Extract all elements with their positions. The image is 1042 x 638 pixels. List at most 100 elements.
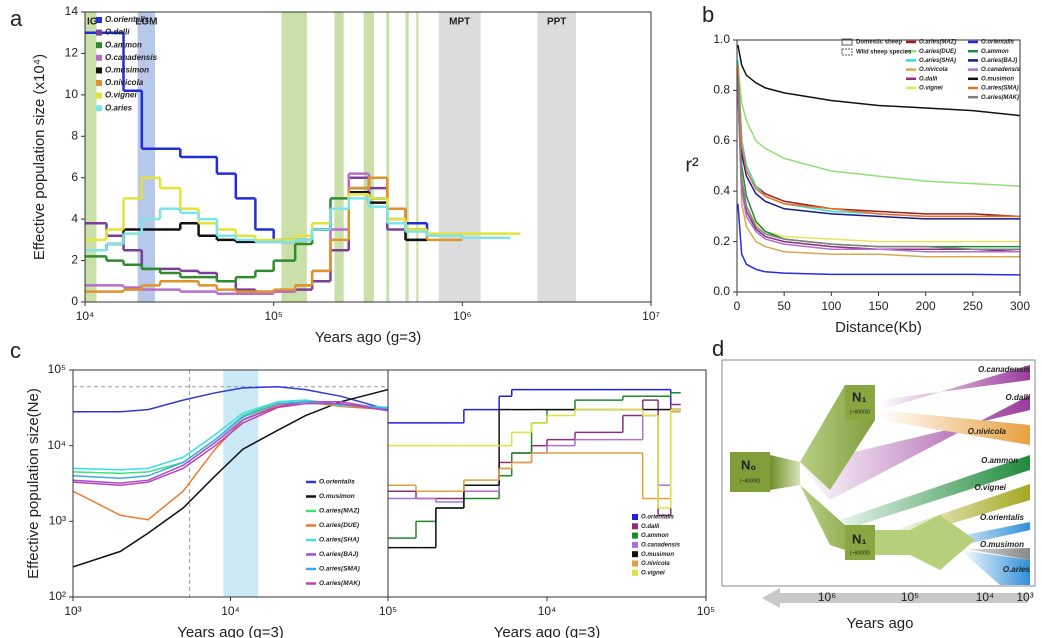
legend-label: O.vignei <box>919 86 943 92</box>
y-tick-label: 0.6 <box>713 133 730 147</box>
branch <box>880 365 1030 410</box>
series-line <box>737 44 1020 117</box>
legend-label: O.aries(DUE) <box>919 49 956 55</box>
legend-swatch <box>96 80 102 86</box>
leaf-label: O.nivicola <box>968 427 1007 436</box>
y-tick-label: 10 <box>65 87 79 101</box>
legend-swatch <box>96 42 102 49</box>
shaded-band <box>416 12 419 302</box>
series-line <box>73 386 388 413</box>
legend-label: O.musimon <box>105 66 149 75</box>
axis-tick-label: 10⁵ <box>901 590 919 604</box>
panel-label: b <box>702 2 714 27</box>
x-axis-label: Years ago (g=3) <box>177 624 284 638</box>
legend-label: O.dalli <box>641 524 660 530</box>
y-axis-label: Effective population size(Ne) <box>25 388 42 579</box>
legend-swatch <box>632 569 638 576</box>
y-tick-label: 12 <box>65 46 79 60</box>
branch <box>880 410 1030 445</box>
shaded-band <box>386 12 390 302</box>
y-tick-label: 0 <box>71 294 78 308</box>
series-line <box>737 90 1020 253</box>
legend-label: O.aries(MAK) <box>319 580 360 587</box>
branch <box>840 455 1030 528</box>
x-tick-label: 250 <box>963 299 983 313</box>
time-arrow <box>762 588 1028 608</box>
x-tick-label: 50 <box>777 299 791 313</box>
leaf-label: O.aries <box>1003 565 1031 574</box>
legend-label: O.orientalis <box>981 40 1015 46</box>
lineage-diagram: N₀ (~40000) N₁ (~60000) N₁ (~60000) O.ca… <box>721 359 1036 632</box>
series-line <box>73 402 388 486</box>
legend-label: O.orientalis <box>319 479 355 486</box>
legend-label: O.ammon <box>105 40 142 49</box>
legend-label: O.dalli <box>919 76 938 82</box>
node-note: (~60000) <box>850 550 870 556</box>
shaded-band <box>223 370 259 597</box>
legend-swatch <box>96 54 102 61</box>
legend-label: Domestic sheep <box>856 40 902 46</box>
y-tick-label: 0.8 <box>713 83 730 97</box>
legend-style-box <box>841 38 853 46</box>
panel-label: c <box>10 338 21 363</box>
series-line <box>73 401 388 484</box>
x-tick-label: 150 <box>868 299 888 313</box>
axis-tick-label: 10⁶ <box>818 590 836 604</box>
leaf-label: O.canadensis <box>978 365 1031 374</box>
chart-panel: 0 50 100 150 200 250 300 0.0 0.2 0.4 0.6 0.8 1.0 Dist… <box>685 32 1030 336</box>
shaded-band <box>537 12 576 302</box>
legend-label: O.musimon <box>981 76 1014 82</box>
legend-label: O.aries <box>105 103 133 112</box>
legend-label: O.aries(MAK) <box>981 95 1019 101</box>
legend-label: O.aries(MAZ) <box>919 40 956 46</box>
legend-label: O.orientalis <box>105 15 150 24</box>
leaf-label: O.ammon <box>981 456 1018 465</box>
y-axis-label: r² <box>685 154 699 176</box>
legend-label: O.nivicola <box>641 561 670 567</box>
legend-swatch <box>632 523 638 530</box>
node-label: N₀ <box>741 457 756 472</box>
series-group <box>85 31 521 295</box>
legend-label: O.canadensis <box>981 67 1021 73</box>
legend-label: O.aries(SMA) <box>981 86 1019 92</box>
x-tick-label: 10⁴ <box>76 309 95 323</box>
expansion <box>875 515 975 570</box>
node-box <box>730 452 770 492</box>
series-line <box>73 388 388 568</box>
leaf-label: O.vignei <box>974 483 1006 492</box>
shaded-band <box>334 12 344 302</box>
x-tick-label: 10⁷ <box>642 309 660 323</box>
series-group <box>388 388 681 549</box>
legend-label: O.dalli <box>105 28 130 37</box>
node-box <box>845 385 875 420</box>
shaded-band <box>85 12 97 302</box>
y-tick-label: 0.4 <box>713 183 730 197</box>
plot-frame <box>736 39 1021 293</box>
legend-swatch <box>96 29 102 36</box>
y-tick-label: 10³ <box>49 514 66 528</box>
legend-swatch <box>96 67 102 74</box>
legend-swatch <box>96 17 102 23</box>
series-line <box>737 70 1020 220</box>
band-label: MPT <box>449 17 470 28</box>
leaf-label: O.orientalis <box>980 513 1025 522</box>
x-axis-label: Years ago (g=3) <box>494 624 601 638</box>
node-label: N₁ <box>852 389 867 404</box>
legend-label: Wild sheep species <box>856 50 912 56</box>
band-label: IG <box>87 17 98 28</box>
legend-swatch <box>632 551 638 558</box>
legend-label: O.aries(MAZ) <box>319 508 359 515</box>
node-box <box>845 525 875 560</box>
panel-label: d <box>712 336 724 361</box>
x-tick-label: 10⁴ <box>538 604 557 618</box>
legend-label: O.aries(DUE) <box>319 522 359 529</box>
plot-frame <box>84 11 652 303</box>
leaf-label: O.musimon <box>980 540 1024 549</box>
y-tick-label: 1.0 <box>713 32 730 46</box>
y-tick-label: 10⁵ <box>48 362 66 376</box>
series-line <box>737 203 1020 276</box>
axis-tick-label: 10⁴ <box>976 590 995 604</box>
legend-swatch <box>632 532 638 539</box>
